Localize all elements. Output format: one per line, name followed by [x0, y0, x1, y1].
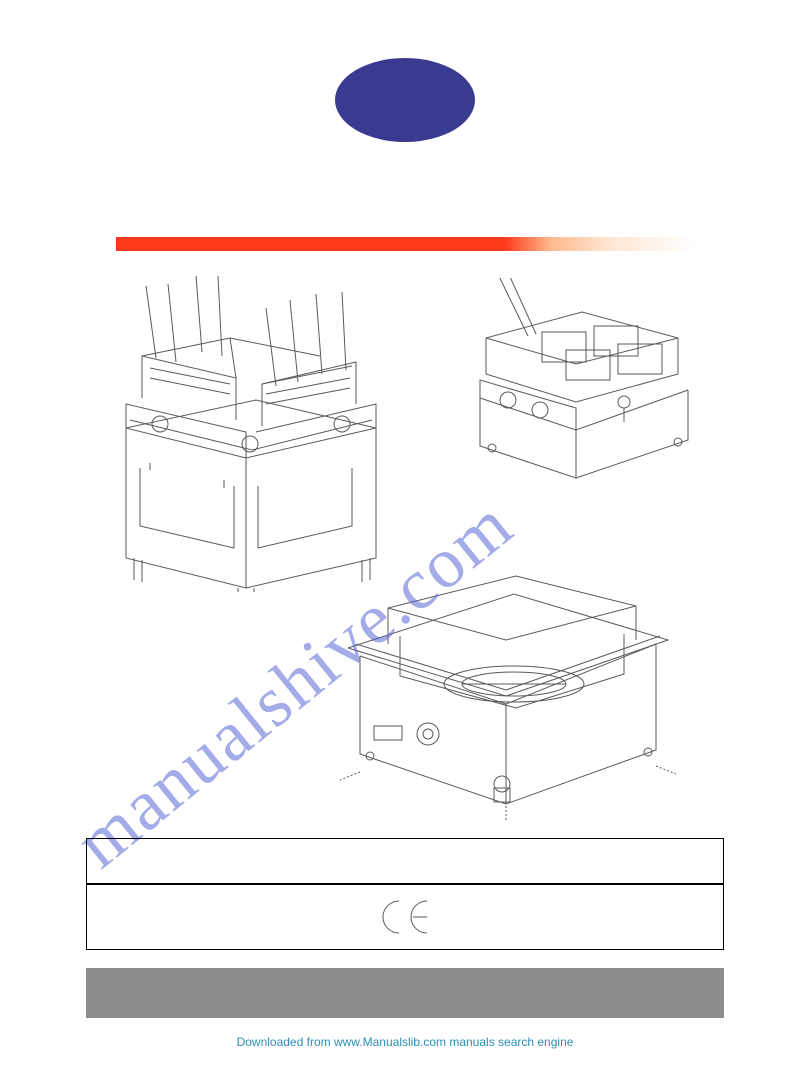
illustration-cooker-countertop-baskets: [456, 278, 710, 492]
ce-mark-icon: [377, 897, 433, 937]
illustration-cooker-open-well: [330, 536, 680, 826]
grey-footer-bar: [86, 968, 724, 1018]
footer-prefix: Downloaded from: [237, 1035, 334, 1049]
logo-oval: [335, 58, 475, 142]
ce-mark-box: [86, 884, 724, 950]
model-info-box: [86, 838, 724, 884]
page: manualshive.com Downloaded from www.Manu…: [0, 0, 810, 1080]
divider-gradient-bar: [116, 237, 696, 251]
footer-link[interactable]: www.Manualslib.com: [334, 1035, 446, 1049]
footer-suffix: manuals search engine: [446, 1035, 573, 1049]
footer-attribution: Downloaded from www.Manualslib.com manua…: [0, 1035, 810, 1049]
